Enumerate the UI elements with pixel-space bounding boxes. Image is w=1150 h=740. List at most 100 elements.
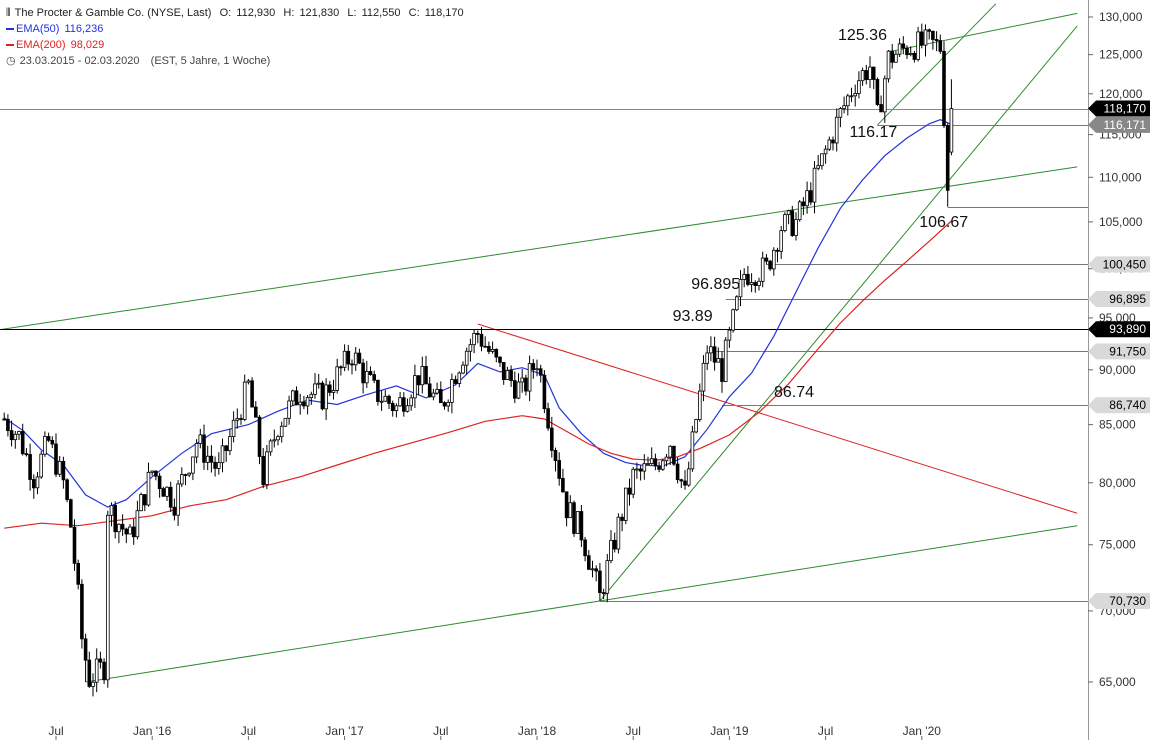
candle-up	[364, 371, 369, 384]
candle-up	[760, 257, 765, 282]
candle-up	[624, 487, 628, 521]
candle-up	[590, 568, 595, 571]
candle-up	[17, 431, 21, 435]
ema-lines	[3, 119, 952, 529]
price-tag	[1088, 592, 1150, 609]
candle-down	[2, 418, 6, 421]
candle-up	[827, 139, 832, 150]
chart-type-icon[interactable]: ⫴	[6, 7, 11, 19]
candle-up	[383, 395, 388, 402]
candle-up	[216, 462, 221, 469]
candle-up	[331, 389, 336, 393]
price-annotation: 93.89	[673, 308, 713, 325]
candle-up	[279, 425, 284, 438]
y-tick-label: 120,000	[1099, 87, 1143, 101]
candle-down	[32, 479, 36, 489]
legend-ema50[interactable]: EMA(50) 116,236	[6, 22, 105, 36]
candle-up	[205, 455, 210, 463]
candle-down	[572, 502, 576, 534]
price-tag	[1088, 116, 1150, 133]
instrument-title: The Procter & Gamble Co. (NYSE, Last)	[14, 7, 212, 19]
candle-up	[309, 393, 314, 399]
candle-up	[738, 279, 743, 298]
y-tick-label: 105,000	[1099, 215, 1143, 229]
candle-up	[176, 483, 180, 516]
candle-down	[65, 479, 69, 501]
candle-down	[657, 465, 661, 470]
candle-down	[546, 408, 550, 429]
candle-up	[846, 95, 850, 107]
price-tag-label: 91,750	[1109, 344, 1146, 358]
candle-up	[139, 494, 143, 512]
candle-up	[435, 389, 439, 394]
candle-up	[472, 333, 476, 346]
candle-down	[416, 375, 421, 386]
candle-up	[823, 148, 828, 155]
candle-up	[505, 370, 510, 381]
candle-down	[542, 374, 547, 410]
candle-up	[668, 445, 672, 458]
candle-down	[54, 443, 58, 475]
candle-down	[672, 445, 676, 465]
candle-up	[820, 153, 824, 167]
chart-header: ⫴ The Procter & Gamble Co. (NYSE, Last) O…	[6, 7, 464, 19]
candle-up	[723, 339, 728, 382]
candle-down	[427, 383, 432, 398]
candle-up	[379, 400, 384, 403]
candle-up	[727, 329, 732, 341]
candle-down	[294, 390, 299, 406]
candle-down	[120, 523, 125, 530]
candle-up	[609, 539, 613, 562]
candle-down	[376, 379, 380, 402]
candle-down	[475, 333, 480, 335]
candle-down	[579, 511, 584, 541]
x-tick-label: Jul	[433, 724, 448, 738]
candle-up	[916, 31, 920, 60]
candle-down	[350, 363, 354, 366]
candle-down	[239, 418, 243, 420]
candle-up	[642, 463, 647, 472]
candle-up	[353, 352, 358, 366]
candle-up	[923, 29, 928, 46]
x-tick-label: Jul	[818, 724, 833, 738]
candle-down	[764, 257, 769, 262]
candle-up	[268, 440, 273, 453]
candle-up	[117, 523, 121, 533]
candle-up	[272, 439, 277, 442]
candle-up	[94, 658, 99, 683]
candle-up	[575, 511, 580, 534]
candle-down	[934, 39, 939, 41]
candle-up	[490, 349, 495, 352]
candle-up	[231, 419, 236, 437]
candle-up	[179, 474, 184, 485]
candle-up	[709, 346, 713, 354]
candle-up	[468, 344, 473, 352]
candle-up	[313, 383, 317, 395]
candle-up	[812, 167, 817, 203]
candle-up	[128, 526, 132, 535]
candle-down	[524, 377, 528, 392]
candle-down	[938, 40, 943, 52]
candle-down	[202, 434, 206, 463]
price-annotation: 106.67	[919, 214, 968, 231]
candle-up	[705, 352, 709, 364]
candle-down	[69, 499, 73, 528]
candle-up	[165, 486, 169, 497]
ema200-swatch	[6, 44, 14, 47]
candle-down	[679, 479, 684, 482]
range-info: (EST, 5 Jahre, 1 Woche)	[150, 55, 271, 67]
candle-down	[72, 526, 77, 564]
candle-up	[235, 418, 240, 421]
candle-up	[135, 510, 140, 538]
candle-up	[860, 70, 865, 82]
candle-up	[516, 381, 521, 399]
price-tag	[1088, 256, 1150, 273]
candle-down	[945, 125, 950, 191]
candle-down	[746, 273, 750, 285]
price-annotation: 96.895	[691, 276, 740, 293]
legend-ema200[interactable]: EMA(200) 98,029	[6, 38, 106, 52]
y-tick-label: 85,000	[1099, 418, 1136, 432]
candle-down	[775, 249, 780, 252]
candle-up	[405, 405, 410, 412]
